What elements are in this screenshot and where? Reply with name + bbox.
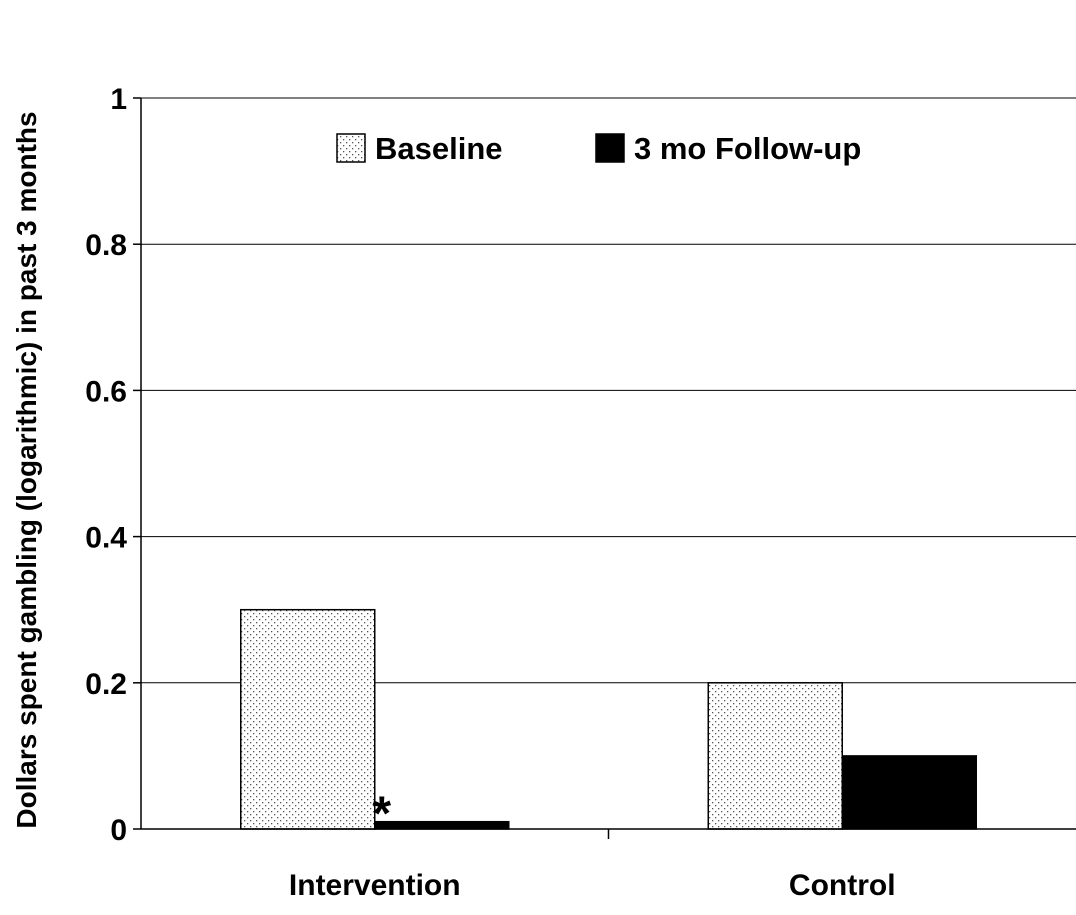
y-tick-label: 0.2 — [85, 668, 127, 701]
y-tick-label: 0.4 — [85, 522, 127, 555]
bar-baseline-control — [707, 682, 843, 830]
annotations: * — [372, 788, 391, 841]
axes — [133, 97, 1076, 839]
bar-baseline-intervention — [240, 608, 376, 830]
y-tick-label: 0.8 — [85, 229, 127, 262]
y-tick-label: 0.6 — [85, 375, 127, 408]
y-tick-label: 0 — [110, 814, 127, 847]
bar-3-mo-follow-up-intervention — [374, 820, 510, 830]
tick-labels: 0 0.2 0.4 0.6 0.8 1 Intervention Control — [85, 83, 895, 902]
legend: Baseline 3 mo Follow-up — [336, 131, 861, 166]
legend-swatch — [336, 133, 366, 163]
bar-3-mo-follow-up-control — [841, 755, 977, 830]
legend-label: 3 mo Follow-up — [634, 131, 861, 166]
legend-swatch — [595, 133, 625, 163]
x-category-label: Control — [789, 869, 896, 902]
y-tick-label: 1 — [110, 83, 127, 116]
bars — [240, 608, 977, 830]
y-axis-title: Dollars spent gambling (logarithmic) in … — [11, 111, 42, 828]
legend-label: Baseline — [375, 131, 503, 166]
significance-asterisk: * — [372, 788, 391, 841]
gridlines — [141, 97, 1076, 684]
x-category-label: Intervention — [289, 869, 461, 902]
